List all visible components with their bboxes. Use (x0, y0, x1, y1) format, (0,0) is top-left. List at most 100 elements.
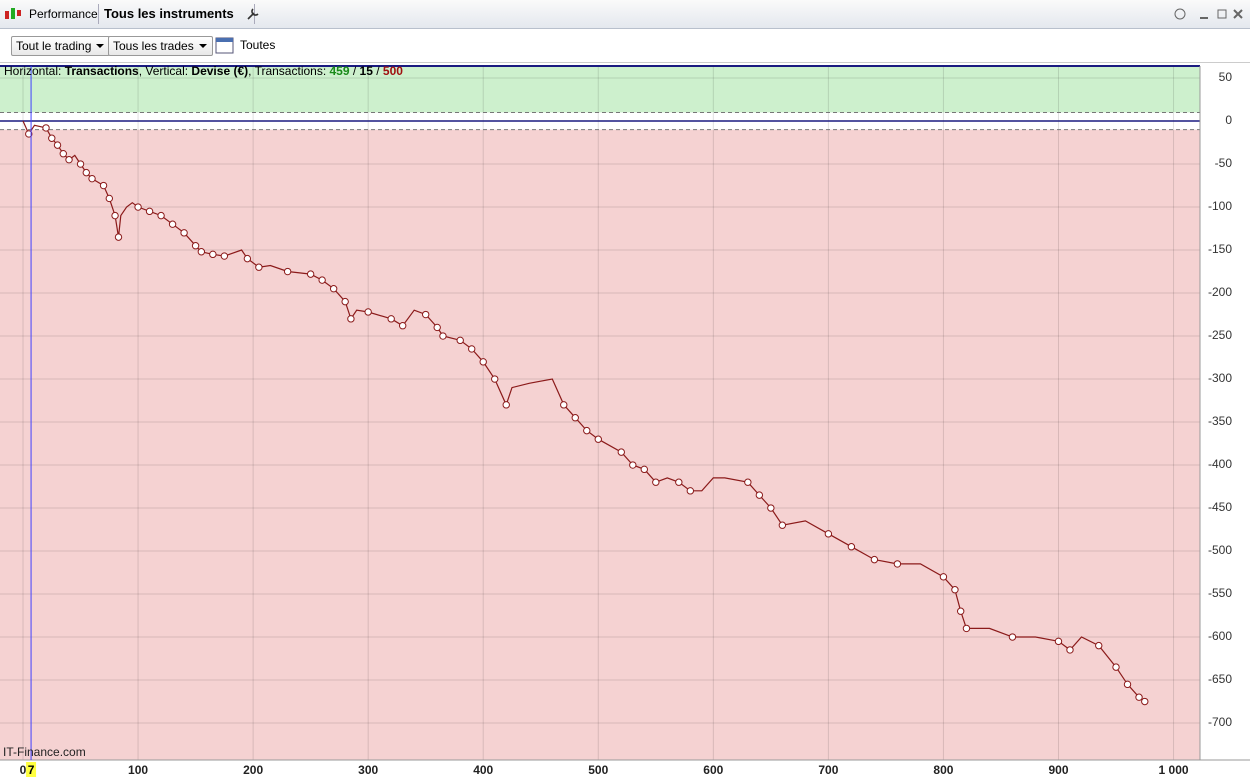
info-part: Transactions (65, 64, 139, 78)
trade-marker (197, 248, 206, 256)
trade-marker (560, 401, 568, 409)
y-tick-label: -150 (1208, 242, 1232, 256)
trade-marker (652, 478, 660, 486)
trade-marker (82, 168, 90, 177)
y-tick-label: -200 (1208, 285, 1232, 299)
chart: 500-50-100-150-200-250-300-350-400-450-5… (0, 64, 1250, 777)
trade-marker (1008, 633, 1017, 641)
info-part: / (350, 64, 360, 78)
trade-marker (53, 141, 62, 149)
trade-marker (42, 124, 50, 132)
trade-marker (220, 252, 229, 260)
top-toolbar: Performance Tous les instruments (0, 0, 1250, 29)
trade-marker (583, 426, 591, 435)
y-tick-label: -550 (1208, 586, 1232, 600)
x-tick-label: 100 (128, 763, 148, 777)
x-tick-label: 900 (1048, 763, 1068, 777)
x-tick-label: 400 (473, 763, 493, 777)
trade-marker (479, 358, 487, 366)
trade-marker (421, 310, 430, 319)
trade-marker (318, 276, 326, 284)
y-tick-label: -700 (1208, 715, 1232, 729)
y-tick-label: -600 (1208, 629, 1232, 643)
trade-marker (778, 521, 787, 529)
trade-marker (456, 336, 464, 345)
trade-marker (283, 267, 292, 276)
trade-marker (25, 130, 33, 138)
trade-marker (1066, 646, 1074, 654)
x-tick-label: 1 000 (1159, 763, 1189, 777)
trade-marker (1112, 663, 1120, 671)
trade-marker (329, 285, 338, 293)
trade-marker (99, 181, 108, 190)
settings-icon[interactable] (245, 6, 261, 22)
y-tick-label: -250 (1208, 328, 1232, 342)
trade-marker (364, 308, 372, 316)
trade-marker (255, 263, 263, 271)
window-controls[interactable] (1172, 6, 1248, 22)
x-tick-label: 0 (20, 763, 27, 777)
x-tick-label: 500 (588, 763, 608, 777)
trade-marker (675, 478, 683, 486)
footer-brand: IT-Finance.com (3, 745, 86, 759)
trading-filter[interactable]: Tout le trading (11, 36, 111, 56)
filter-bar: Tout le trading Tous les trades Toutes (0, 29, 1250, 63)
trade-marker (398, 322, 407, 330)
trade-marker (755, 491, 764, 499)
chart-info: Horizontal: Transactions, Vertical: Devi… (4, 64, 403, 78)
trade-marker (640, 465, 648, 474)
x-tick-label: 700 (818, 763, 838, 777)
trade-marker (939, 573, 948, 581)
info-part: , Transactions: (248, 64, 329, 78)
trade-marker (629, 461, 637, 469)
trade-marker (491, 375, 499, 383)
trade-marker (571, 414, 579, 422)
trade-marker (893, 560, 902, 568)
trade-marker (157, 211, 165, 220)
trade-marker (468, 345, 476, 353)
trade-marker (387, 315, 395, 323)
trades-filter[interactable]: Tous les trades (108, 36, 213, 56)
x-tick-label: 600 (703, 763, 723, 777)
trade-marker (105, 194, 114, 203)
info-part: 500 (383, 64, 403, 78)
trade-marker (76, 160, 85, 168)
y-tick-label: -100 (1208, 199, 1232, 213)
trade-marker (962, 624, 971, 633)
calendar-icon[interactable] (215, 35, 235, 55)
trade-marker (243, 254, 252, 263)
x-tick-label: 200 (243, 763, 263, 777)
instrument-label: Tous les instruments (104, 6, 234, 21)
info-part: 15 (360, 64, 374, 78)
info-part: Devise (€) (191, 64, 248, 78)
trade-marker (1135, 693, 1143, 701)
trade-marker (956, 607, 965, 615)
trade-marker (870, 555, 879, 564)
period-label[interactable]: Toutes (240, 38, 276, 52)
trade-marker (1054, 637, 1063, 646)
info-part: / (373, 64, 383, 78)
trade-marker (767, 504, 775, 512)
trade-marker (209, 250, 217, 259)
x-tick-label: 300 (358, 763, 378, 777)
trade-marker (180, 229, 188, 237)
trade-marker (168, 220, 177, 228)
trade-marker (617, 448, 625, 456)
y-tick-label: -350 (1208, 414, 1232, 428)
y-tick-label: -500 (1208, 543, 1232, 557)
trade-marker (1095, 641, 1103, 650)
trade-marker (145, 207, 154, 216)
instrument-selector[interactable]: Tous les instruments (98, 4, 255, 24)
trade-marker (341, 297, 349, 306)
info-part: Horizontal: (4, 64, 65, 78)
trade-marker (191, 242, 200, 250)
info-part: 459 (330, 64, 350, 78)
trade-marker (306, 270, 315, 278)
performance-tab[interactable]: Performance (29, 7, 98, 21)
trade-marker (59, 150, 67, 158)
trade-marker (594, 435, 602, 443)
y-tick-label: -50 (1215, 156, 1233, 170)
y-tick-label: 50 (1219, 70, 1233, 84)
trade-marker (1123, 680, 1132, 689)
